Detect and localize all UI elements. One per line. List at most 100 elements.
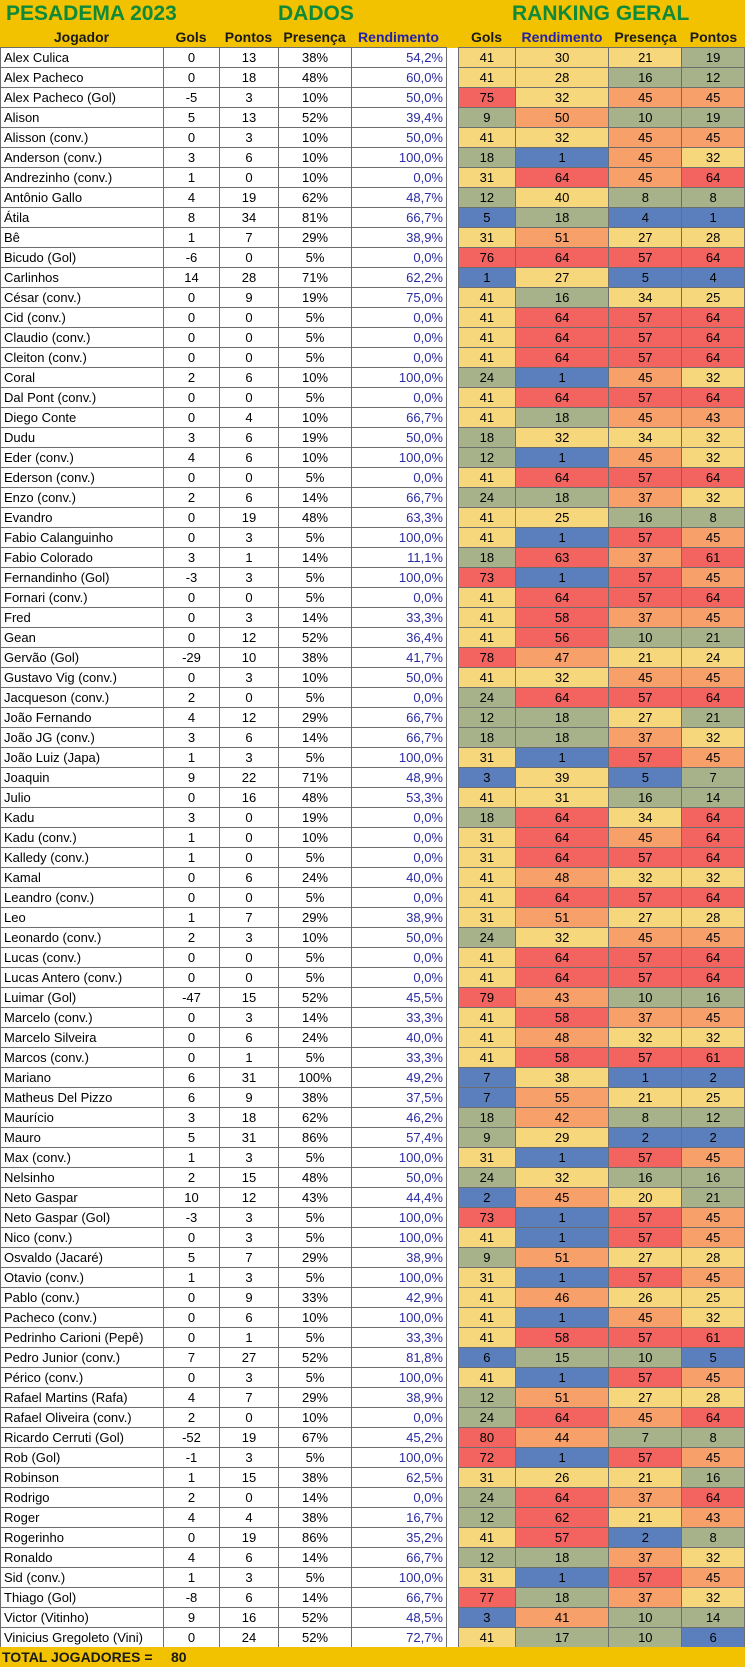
attendance-cell: 24%: [278, 867, 352, 888]
ranking-row: 12 51 27 28: [458, 1387, 745, 1408]
goals-cell: 2: [163, 687, 220, 708]
rank-attendance-cell: 45: [608, 367, 683, 388]
points-cell: 3: [219, 527, 279, 548]
attendance-cell: 10%: [278, 367, 352, 388]
player-name: Cid (conv.): [0, 307, 164, 328]
points-cell: 6: [219, 147, 279, 168]
rank-goals-cell: 3: [458, 767, 516, 788]
points-cell: 0: [219, 467, 279, 488]
section-title-ranking: RANKING GERAL: [512, 2, 690, 25]
points-cell: 0: [219, 587, 279, 608]
performance-cell: 45,2%: [351, 1427, 447, 1448]
rank-attendance-cell: 57: [608, 567, 683, 588]
goals-cell: 3: [163, 427, 220, 448]
goals-cell: 1: [163, 1467, 220, 1488]
ranking-row: 41 64 57 64: [458, 967, 745, 988]
rank-attendance-cell: 57: [608, 687, 683, 708]
goals-cell: 0: [163, 1287, 220, 1308]
rank-goals-cell: 41: [458, 467, 516, 488]
goals-cell: 0: [163, 587, 220, 608]
performance-cell: 100,0%: [351, 447, 447, 468]
points-cell: 6: [219, 1547, 279, 1568]
points-cell: 34: [219, 207, 279, 228]
rank-goals-cell: 31: [458, 1267, 516, 1288]
rank-goals-cell: 77: [458, 1587, 516, 1608]
attendance-cell: 5%: [278, 527, 352, 548]
table-row: Cleiton (conv.) 0 0 5% 0,0%: [0, 347, 447, 368]
rank-performance-cell: 46: [514, 1287, 610, 1308]
goals-cell: 0: [163, 627, 220, 648]
attendance-cell: 67%: [278, 1427, 352, 1448]
table-row: Alex Pacheco (Gol) -5 3 10% 50,0%: [0, 87, 447, 108]
rank-attendance-cell: 57: [608, 307, 683, 328]
rank-performance-cell: 32: [514, 427, 610, 448]
player-name: Claudio (conv.): [0, 327, 164, 348]
rank-points-cell: 32: [681, 487, 745, 508]
player-name: Enzo (conv.): [0, 487, 164, 508]
player-name: Mauro: [0, 1127, 164, 1148]
player-name: Gean: [0, 627, 164, 648]
rank-goals-cell: 24: [458, 1407, 516, 1428]
rank-points-cell: 45: [681, 1567, 745, 1588]
goals-cell: -8: [163, 1587, 220, 1608]
ranking-row: 5 18 4 1: [458, 207, 745, 228]
performance-cell: 33,3%: [351, 1327, 447, 1348]
rank-points-cell: 32: [681, 1587, 745, 1608]
rank-points-cell: 45: [681, 87, 745, 108]
ranking-row: 12 40 8 8: [458, 187, 745, 208]
rank-points-cell: 32: [681, 727, 745, 748]
attendance-cell: 29%: [278, 707, 352, 728]
player-name: César (conv.): [0, 287, 164, 308]
rank-goals-cell: 41: [458, 887, 516, 908]
ranking-row: 41 58 57 61: [458, 1327, 745, 1348]
performance-cell: 39,4%: [351, 107, 447, 128]
points-cell: 3: [219, 1447, 279, 1468]
ranking-row: 24 18 37 32: [458, 487, 745, 508]
attendance-cell: 5%: [278, 587, 352, 608]
rank-goals-cell: 41: [458, 67, 516, 88]
points-cell: 6: [219, 367, 279, 388]
rank-attendance-cell: 27: [608, 1387, 683, 1408]
rank-performance-cell: 51: [514, 1387, 610, 1408]
goals-cell: 1: [163, 167, 220, 188]
performance-cell: 100,0%: [351, 527, 447, 548]
player-name: Eder (conv.): [0, 447, 164, 468]
ranking-row: 24 64 37 64: [458, 1487, 745, 1508]
rank-performance-cell: 64: [514, 847, 610, 868]
player-name: Coral: [0, 367, 164, 388]
goals-cell: 3: [163, 1107, 220, 1128]
rank-performance-cell: 28: [514, 67, 610, 88]
rank-attendance-cell: 57: [608, 967, 683, 988]
player-name: Pacheco (conv.): [0, 1307, 164, 1328]
attendance-cell: 52%: [278, 1627, 352, 1648]
goals-cell: -47: [163, 987, 220, 1008]
ranking-row: 41 48 32 32: [458, 1027, 745, 1048]
performance-cell: 81,8%: [351, 1347, 447, 1368]
points-cell: 3: [219, 127, 279, 148]
performance-cell: 63,3%: [351, 507, 447, 528]
table-row: Pablo (conv.) 0 9 33% 42,9%: [0, 1287, 447, 1308]
attendance-cell: 14%: [278, 547, 352, 568]
player-name: Bê: [0, 227, 164, 248]
rank-attendance-cell: 16: [608, 787, 683, 808]
rank-attendance-cell: 57: [608, 1327, 683, 1348]
points-cell: 24: [219, 1627, 279, 1648]
attendance-cell: 38%: [278, 1467, 352, 1488]
rank-performance-cell: 58: [514, 1007, 610, 1028]
ranking-row: 41 1 57 45: [458, 527, 745, 548]
goals-cell: 0: [163, 467, 220, 488]
attendance-cell: 10%: [278, 827, 352, 848]
attendance-cell: 10%: [278, 87, 352, 108]
points-cell: 13: [219, 107, 279, 128]
attendance-cell: 71%: [278, 267, 352, 288]
rank-performance-cell: 64: [514, 467, 610, 488]
player-name: Joaquin: [0, 767, 164, 788]
ranking-row: 3 39 5 7: [458, 767, 745, 788]
rank-goals-cell: 12: [458, 447, 516, 468]
rank-points-cell: 16: [681, 987, 745, 1008]
ranking-row: 12 1 45 32: [458, 447, 745, 468]
rank-performance-cell: 32: [514, 87, 610, 108]
performance-cell: 54,2%: [351, 47, 447, 68]
rank-points-cell: 64: [681, 947, 745, 968]
goals-cell: 0: [163, 1047, 220, 1068]
